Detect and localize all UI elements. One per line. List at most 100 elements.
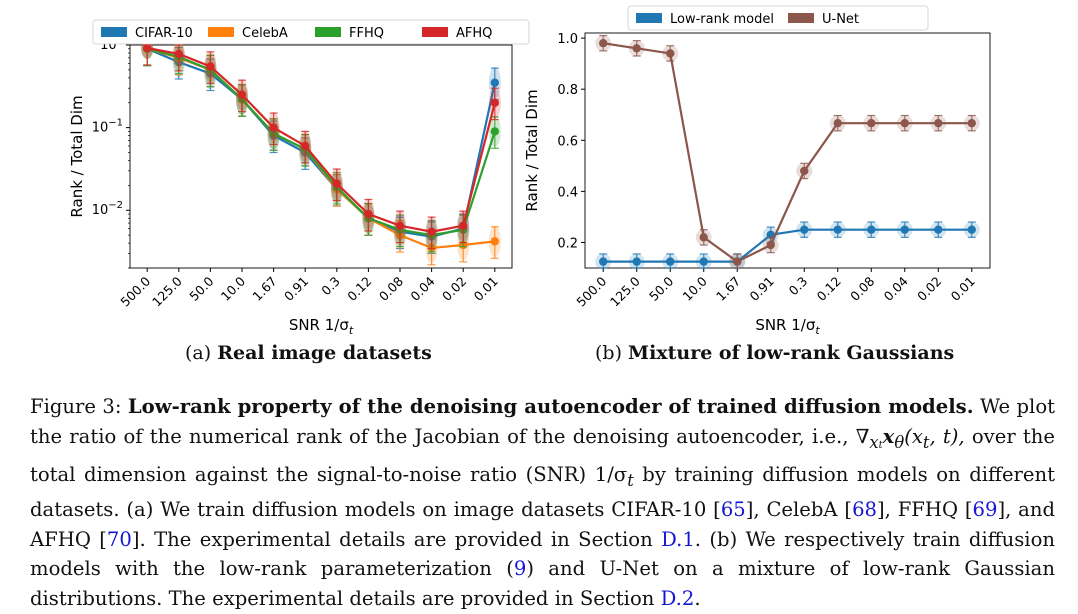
figure-caption: Figure 3: Low-rank property of the denoi… <box>30 392 1055 613</box>
legend-label-cifar-10: CIFAR-10 <box>135 26 193 41</box>
x-tick-label: 0.12 <box>814 274 844 304</box>
data-point <box>490 237 500 246</box>
legend-label-afhq: AFHQ <box>456 26 492 41</box>
series-low-rank-model <box>595 221 980 270</box>
x-tick-label: 50.0 <box>186 273 216 303</box>
y-tick-label: 1.0 <box>557 32 578 47</box>
plot-frame <box>129 44 513 269</box>
legend-swatch-low-rank-model <box>636 13 662 23</box>
x-tick-label: 0.04 <box>881 273 911 303</box>
x-tick-label: 500.0 <box>117 273 153 309</box>
caption-text-10: . <box>694 586 701 610</box>
math-args-end: , t), <box>929 424 965 448</box>
caption-label: Figure 3: <box>30 395 122 418</box>
subcaption-b-title: Mixture of low-rank Gaussians <box>628 342 955 364</box>
subcaption-b-label: (b) <box>595 342 622 364</box>
x-axis-label-subscript: t <box>349 324 354 337</box>
series-line <box>603 42 972 263</box>
y-tick-base: 10 <box>92 121 109 136</box>
legend-label-u-net: U-Net <box>822 12 859 27</box>
data-point <box>427 227 436 236</box>
x-axis-label: SNR 1/σt <box>289 316 354 337</box>
x-tick-label: 0.08 <box>376 273 406 303</box>
data-point <box>237 90 247 99</box>
x-tick-label: 0.91 <box>747 274 777 304</box>
y-axis-label: Rank / Total Dim <box>68 95 86 217</box>
ref-eq-9[interactable]: 9 <box>513 557 527 581</box>
legend-label-ffhq: FFHQ <box>349 26 384 41</box>
data-point <box>867 225 876 234</box>
data-point <box>599 257 608 266</box>
subcaption-a-label: (a) <box>185 342 212 364</box>
data-point <box>699 233 708 242</box>
x-tick-label: 0.3 <box>318 274 343 299</box>
x-tick-label: 0.3 <box>786 274 811 299</box>
data-point <box>833 118 842 128</box>
math-args-sub: t <box>922 432 930 452</box>
x-tick-label: 10.0 <box>680 273 710 303</box>
data-point <box>459 221 468 230</box>
legend-swatch-u-net <box>788 13 814 23</box>
plot-frame <box>584 32 991 269</box>
caption-title: Low-rank property of the denoising autoe… <box>127 395 974 418</box>
data-point <box>490 98 500 107</box>
y-tick-exponent: −1 <box>108 118 123 129</box>
data-point <box>206 62 215 71</box>
data-point <box>632 44 641 53</box>
math-args: (x <box>904 424 923 448</box>
ref-section-d1[interactable]: D.1 <box>661 527 695 551</box>
x-tick-label: 125.0 <box>607 273 643 309</box>
legend-frame <box>627 5 929 31</box>
legend-swatch-cifar-10 <box>101 27 127 37</box>
data-point <box>395 221 405 230</box>
data-point <box>867 118 876 128</box>
y-tick-base: 10 <box>92 203 109 218</box>
y-tick-exponent: −2 <box>108 200 123 211</box>
y-tick-label: 0.2 <box>557 236 578 251</box>
data-point <box>666 49 675 58</box>
data-point <box>800 166 809 176</box>
x-tick-label: 0.01 <box>471 274 501 304</box>
caption-text-6: ], and AFHQ [ <box>30 498 1055 551</box>
data-point <box>142 43 152 53</box>
data-point <box>967 118 976 128</box>
caption-text-2: over the total dimension against the sig… <box>30 424 1055 486</box>
legend-swatch-celeba <box>208 27 234 37</box>
chart-real-image-datasets: 10010−110−2500.0125.050.010.01.670.910.3… <box>68 19 530 337</box>
data-point <box>364 209 373 219</box>
caption-text-7: ]. The experimental details are provided… <box>131 527 653 551</box>
y-tick-label: 0.8 <box>557 83 578 98</box>
data-point <box>332 179 342 188</box>
caption-text-5: ], FFHQ [ <box>877 498 973 522</box>
x-tick-label: 1.67 <box>249 274 279 304</box>
ref-69[interactable]: 69 <box>972 498 998 522</box>
series-celeba <box>141 38 501 266</box>
subcaption-a-title: Real image datasets <box>217 342 432 364</box>
caption-text-1: We plot the ratio of the numerical rank … <box>30 395 1055 448</box>
x-axis-label-subscript: t <box>815 324 820 337</box>
caption-text-4: ], CelebA [ <box>745 498 853 522</box>
data-point <box>632 257 641 266</box>
y-tick-label: 0.4 <box>557 185 578 200</box>
y-axis-label: Rank / Total Dim <box>523 89 541 211</box>
legend-swatch-ffhq <box>315 27 341 37</box>
data-point <box>900 225 909 234</box>
x-axis-label-main: SNR 1/σ <box>289 316 350 334</box>
ref-65[interactable]: 65 <box>720 498 746 522</box>
legend-frame <box>92 19 530 45</box>
x-axis-label-main: SNR 1/σ <box>755 316 816 334</box>
series-ffhq <box>141 38 501 253</box>
data-point <box>174 49 183 59</box>
ref-70[interactable]: 70 <box>106 527 132 551</box>
x-tick-label: 0.04 <box>407 273 437 303</box>
legend: Low-rank model U-Net <box>627 5 929 31</box>
x-tick-label: 10.0 <box>218 273 248 303</box>
x-axis-label: SNR 1/σt <box>755 316 820 337</box>
series-line <box>146 47 495 250</box>
ref-68[interactable]: 68 <box>852 498 877 522</box>
series-line <box>146 46 496 233</box>
ref-section-d2[interactable]: D.2 <box>660 586 695 610</box>
data-point <box>766 240 775 250</box>
legend-label-celeba: CelebA <box>242 26 288 41</box>
x-tick-label: 0.08 <box>847 273 877 303</box>
